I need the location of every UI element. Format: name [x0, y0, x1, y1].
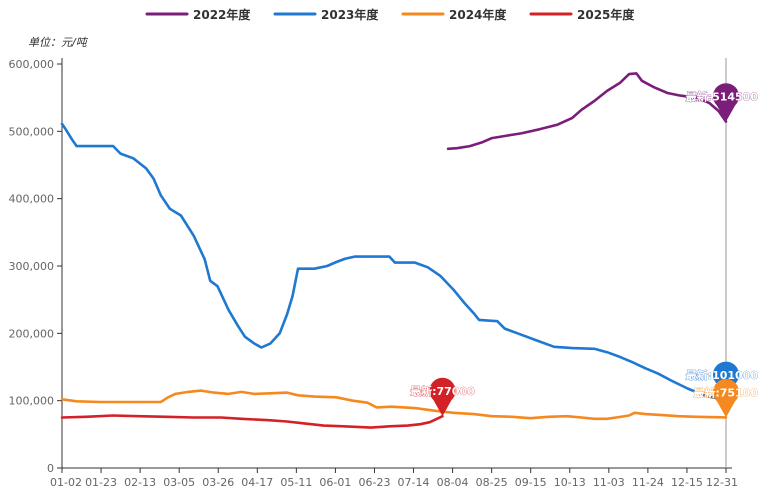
legend-item-2[interactable]: 2024年度 — [401, 7, 507, 22]
legend[interactable]: 2022年度 2023年度 2024年度 2025年度 — [145, 7, 635, 22]
legend-item-3[interactable]: 2025年度 — [529, 7, 635, 22]
y-tick-label: 500,000 — [9, 125, 55, 138]
legend-item-1[interactable]: 2023年度 — [273, 7, 379, 22]
x-tick-label: 06-01 — [319, 476, 351, 489]
series-line-2[interactable] — [60, 389, 728, 421]
series-line-0[interactable] — [446, 72, 728, 151]
x-tick-label: 06-23 — [358, 476, 390, 489]
x-tick-label: 08-04 — [437, 476, 469, 489]
x-tick-label: 09-15 — [515, 476, 547, 489]
marker-pin — [713, 83, 739, 122]
marker-label: 最新:101000 — [686, 368, 759, 382]
x-tick-label: 03-26 — [202, 476, 234, 489]
series-line-3[interactable] — [60, 414, 444, 429]
y-tick-label: 600,000 — [9, 58, 55, 71]
x-tick-label: 10-13 — [554, 476, 586, 489]
axes: 0 100,000 200,000 300,000 400,000 500,000 600,… — [9, 58, 738, 489]
legend-label: 2023年度 — [321, 7, 379, 22]
legend-item-0[interactable]: 2022年度 — [145, 7, 251, 22]
marker-label: 最新:77000 — [410, 384, 475, 398]
x-tick-label: 12-15 — [671, 476, 703, 489]
latest-marker-2[interactable]: 最新:75100 — [693, 379, 759, 418]
legend-label: 2024年度 — [449, 7, 507, 22]
x-tick-label: 07-14 — [398, 476, 430, 489]
series-layer — [60, 72, 728, 429]
latest-marker-0[interactable]: 最新:514500 — [685, 83, 759, 122]
y-tick-label: 400,000 — [9, 193, 55, 206]
x-tick-label: 03-05 — [163, 476, 195, 489]
y-tick-label: 300,000 — [9, 260, 55, 273]
x-tick-label: 11-24 — [632, 476, 664, 489]
unit-label: 单位：元/吨 — [28, 36, 89, 49]
marker-pin — [713, 379, 739, 418]
y-tick-label: 0 — [47, 462, 54, 475]
marker-label: 最新:514500 — [686, 90, 759, 104]
legend-label: 2022年度 — [193, 7, 251, 22]
marker-layer: 最新:514500 最新:101000 最新:75100 最新:77000 — [410, 83, 759, 418]
marker-pin — [429, 377, 456, 417]
x-tick-label: 04-17 — [241, 476, 273, 489]
x-tick-label: 05-11 — [280, 476, 312, 489]
legend-label: 2025年度 — [577, 7, 635, 22]
series-line-1[interactable] — [60, 122, 728, 402]
x-tick-label: 12-31 — [706, 476, 738, 489]
latest-marker-3[interactable]: 最新:77000 — [410, 377, 475, 417]
y-tick-label: 200,000 — [9, 327, 55, 340]
marker-label: 最新:75100 — [693, 385, 758, 399]
x-tick-label: 08-25 — [476, 476, 508, 489]
x-tick-label: 01-23 — [85, 476, 117, 489]
y-tick-label: 100,000 — [9, 395, 55, 408]
x-tick-label: 01-02 — [50, 476, 82, 489]
x-tick-label: 11-03 — [593, 476, 625, 489]
x-tick-label: 02-13 — [124, 476, 156, 489]
